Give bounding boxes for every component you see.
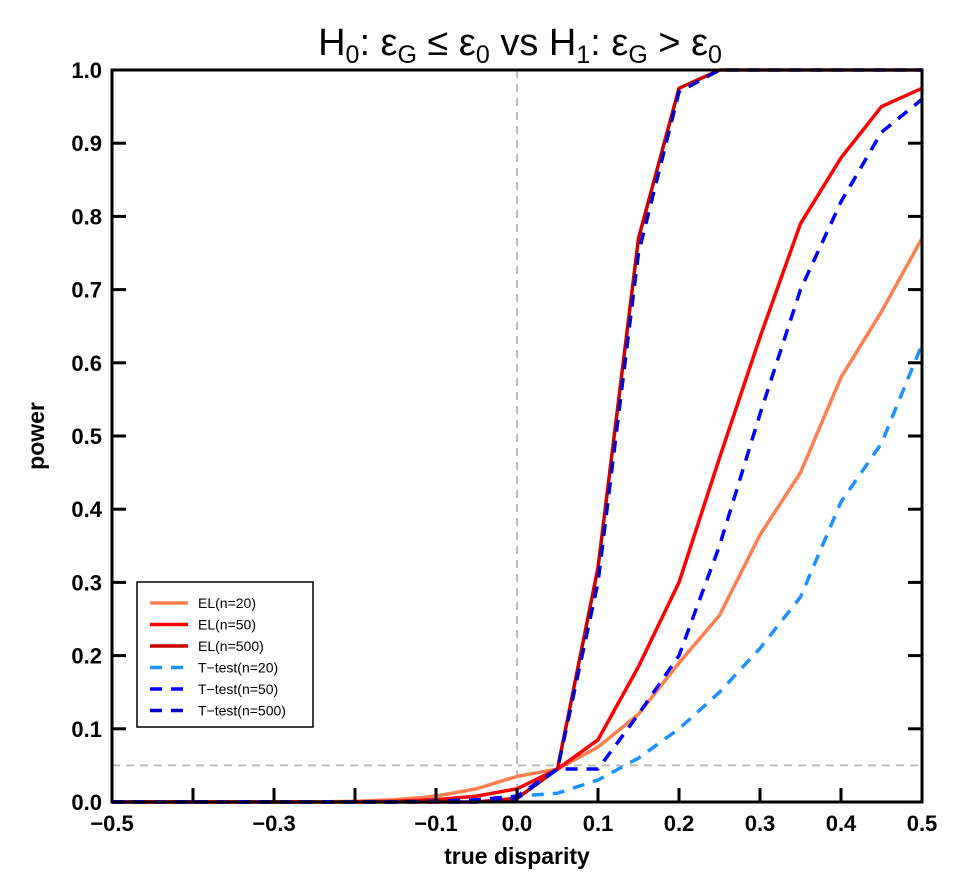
y-tick-label: 0.8 [71,204,102,229]
legend-label: EL(n=20) [198,595,256,611]
y-tick-label: 0.1 [71,717,102,742]
x-tick-label: 0.1 [583,811,614,836]
y-axis-label: power [23,402,49,470]
legend-label: EL(n=500) [198,638,264,654]
x-tick-label: 0.5 [907,811,938,836]
y-tick-label: 0.4 [71,497,102,522]
y-tick-label: 0.5 [71,424,102,449]
y-tick-label: 0.2 [71,644,102,669]
legend-label: T−test(n=50) [198,681,278,697]
x-tick-label: 0.0 [502,811,533,836]
x-tick-label: −0.3 [252,811,295,836]
x-tick-label: 0.3 [745,811,776,836]
y-tick-label: 0.9 [71,131,102,156]
x-tick-label: −0.1 [414,811,457,836]
y-tick-label: 0.7 [71,278,102,303]
x-tick-label: 0.4 [826,811,857,836]
x-tick-label: −0.5 [90,811,133,836]
y-tick-label: 0.0 [71,790,102,815]
y-tick-label: 1.0 [71,58,102,83]
legend-label: T−test(n=20) [198,660,278,676]
legend: EL(n=20) EL(n=50) EL(n=500) T−test(n=20) T−t… [136,581,314,728]
legend-label: EL(n=50) [198,617,256,633]
y-tick-label: 0.3 [71,570,102,595]
y-tick-label: 0.6 [71,351,102,376]
x-tick-label: 0.2 [664,811,695,836]
legend-label: T−test(n=500) [198,703,286,719]
x-axis-label: true disparity [444,843,590,869]
legend-box [136,581,314,728]
chart-title: H0: εG ≤ ε0 vs H1: εG > ε0 [318,22,722,69]
